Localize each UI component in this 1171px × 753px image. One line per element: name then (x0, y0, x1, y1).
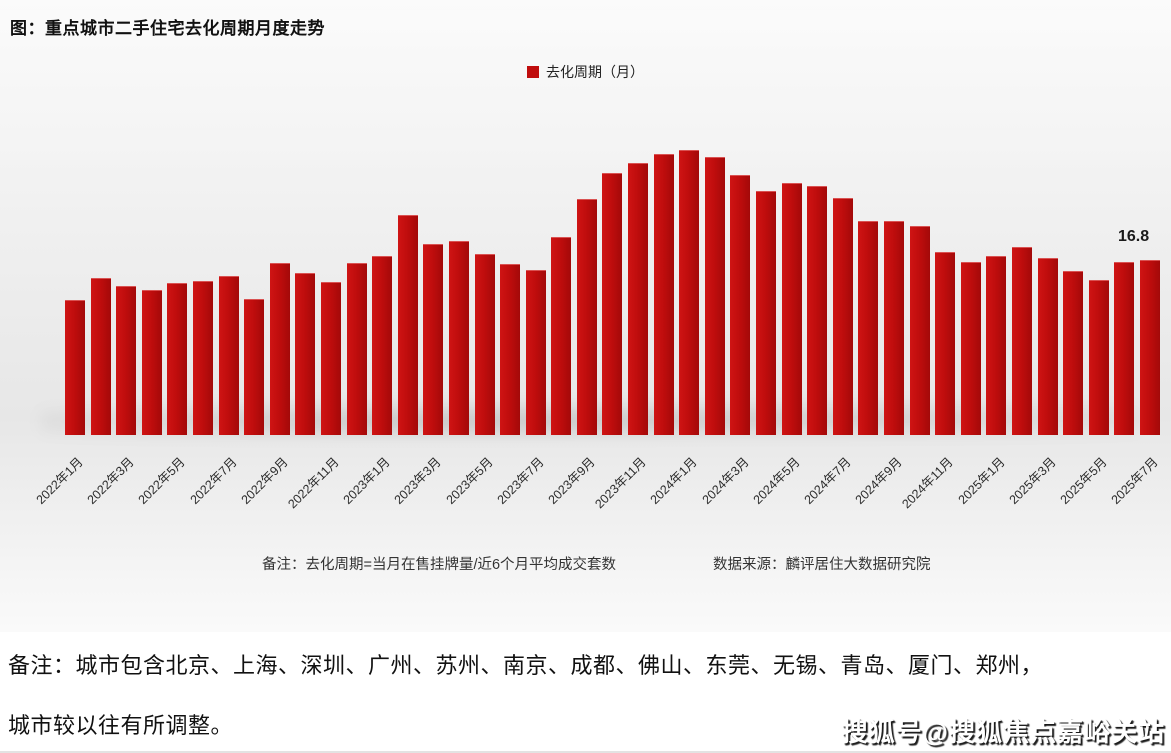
bar-2025年3月 (1037, 258, 1058, 435)
bar-2022年6月 (192, 281, 213, 435)
bar-series (65, 140, 1160, 435)
footer-note-line1: 备注：城市包含北京、上海、深圳、广州、苏州、南京、成都、佛山、东莞、无锡、青岛、… (8, 653, 1044, 678)
bar-2022年3月 (116, 286, 137, 435)
bar-2024年2月 (704, 157, 725, 435)
bar-2025年4月 (1063, 270, 1084, 435)
bar-2023年10月 (602, 172, 623, 435)
bar-2025年6月 (1114, 262, 1135, 435)
bar-2024年7月 (832, 197, 853, 435)
bar-2025年7月 (1139, 260, 1160, 435)
bar-2024年6月 (807, 186, 828, 435)
bar-2023年9月 (576, 198, 597, 435)
bar-2024年11月 (935, 252, 956, 435)
footer-note-line2: 城市较以往有所调整。 (8, 713, 234, 738)
bar-2024年9月 (884, 220, 904, 435)
bar-2023年8月 (551, 237, 572, 435)
bar-2023年2月 (397, 214, 418, 435)
plot-area: 16.8 2022年1月 2022年3月 2022年5月 2022年7月 2022年9月… (34, 140, 1161, 511)
chart-legend: 去化周期（月） (0, 62, 1171, 82)
bar-2025年1月 (986, 256, 1007, 435)
bar-2024年5月 (781, 183, 802, 435)
watermark: 搜狐号@搜狐焦点嘉峪关站 (841, 717, 1165, 747)
bar-2023年4月 (448, 240, 469, 435)
bar-2022年1月 (65, 299, 85, 435)
bar-2022年5月 (167, 283, 188, 435)
bar-2023年6月 (500, 264, 521, 435)
bar-2024年1月 (679, 150, 700, 435)
bar-2022年10月 (295, 272, 316, 435)
bar-2024年4月 (756, 190, 777, 435)
bar-2023年12月 (653, 154, 674, 435)
legend-label: 去化周期（月） (546, 64, 644, 80)
bar-2023年5月 (474, 254, 495, 435)
bar-2022年4月 (141, 290, 162, 435)
footer: 备注：城市包含北京、上海、深圳、广州、苏州、南京、成都、佛山、东莞、无锡、青岛、… (0, 632, 1171, 751)
bar-2022年11月 (320, 282, 341, 435)
bar-2024年3月 (730, 175, 751, 435)
data-source: 数据来源：麟评居住大数据研究院 (713, 557, 931, 573)
bar-2024年8月 (858, 220, 879, 435)
bar-2025年5月 (1088, 280, 1109, 435)
last-bar-value-label: 16.8 (1118, 228, 1150, 245)
bar-2022年12月 (346, 263, 367, 435)
bar-2023年7月 (525, 269, 546, 435)
bar-2024年10月 (909, 226, 930, 435)
bar-2022年9月 (269, 263, 290, 435)
bar-2023年11月 (628, 162, 649, 435)
bar-2022年7月 (218, 275, 239, 435)
bar-2023年3月 (423, 243, 444, 435)
bar-2024年12月 (960, 262, 981, 435)
bar-2023年1月 (372, 256, 393, 435)
bar-2022年2月 (90, 278, 111, 435)
legend-color-swatch (527, 66, 539, 78)
chart-title: 图：重点城市二手住宅去化周期月度走势 (10, 19, 325, 38)
chart-region: 图：重点城市二手住宅去化周期月度走势 去化周期（月） 16.8 2022年1月 2… (0, 0, 1171, 632)
chart-note: 备注：去化周期=当月在售挂牌量/近6个月平均成交套数 (262, 557, 617, 573)
bar-2022年8月 (244, 298, 265, 435)
bar-2025年2月 (1011, 246, 1032, 435)
